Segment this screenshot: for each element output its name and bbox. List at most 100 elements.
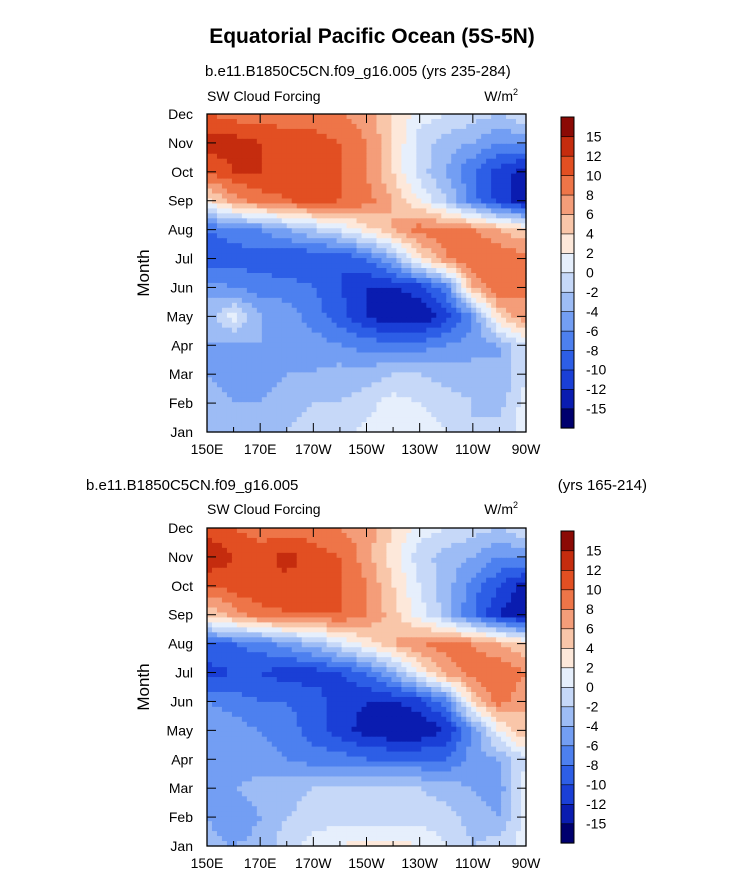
heatmap-cell xyxy=(271,133,278,140)
heatmap-cell xyxy=(281,203,288,210)
heatmap-cell xyxy=(321,567,328,574)
heatmap-cell xyxy=(351,198,358,205)
heatmap-cell xyxy=(231,253,238,259)
heatmap-cell xyxy=(426,582,432,589)
heatmap-cell xyxy=(516,347,522,354)
heatmap-cell xyxy=(321,258,328,264)
heatmap-cell xyxy=(416,248,422,254)
heatmap-cell xyxy=(336,258,343,264)
heatmap-cell xyxy=(471,292,477,299)
heatmap-cell xyxy=(411,163,417,170)
heatmap-cell xyxy=(226,193,233,200)
heatmap-cell xyxy=(436,248,442,254)
heatmap-cell xyxy=(271,402,278,408)
heatmap-cell xyxy=(476,248,482,254)
heatmap-cell xyxy=(256,582,263,589)
heatmap-cell xyxy=(501,123,507,130)
heatmap-cell xyxy=(291,552,298,559)
heatmap-cell xyxy=(426,128,432,135)
heatmap-cell xyxy=(316,417,323,423)
heatmap-cell xyxy=(231,567,238,574)
heatmap-cell xyxy=(376,253,383,259)
heatmap-cell xyxy=(321,208,328,214)
heatmap-cell xyxy=(306,188,313,195)
heatmap-cell xyxy=(411,557,417,564)
heatmap-cell xyxy=(481,317,487,324)
heatmap-cell xyxy=(411,168,417,175)
heatmap-cell xyxy=(281,118,288,125)
heatmap-cell xyxy=(461,148,467,155)
heatmap-cell xyxy=(521,273,527,279)
heatmap-cell xyxy=(511,153,517,160)
heatmap-cell xyxy=(516,352,522,359)
heatmap-cell xyxy=(401,567,407,574)
heatmap-cell xyxy=(261,153,268,160)
heatmap-cell xyxy=(336,557,343,564)
heatmap-cell xyxy=(276,332,283,339)
heatmap-cell xyxy=(356,392,363,398)
heatmap-cell xyxy=(416,188,422,195)
heatmap-cell xyxy=(501,233,507,239)
heatmap-cell xyxy=(207,377,213,383)
heatmap-cell xyxy=(281,183,288,190)
heatmap-cell xyxy=(321,372,328,378)
heatmap-cell xyxy=(286,258,293,264)
heatmap-cell xyxy=(456,537,462,544)
heatmap-cell xyxy=(371,253,378,259)
heatmap-cell xyxy=(326,312,333,319)
heatmap-cell xyxy=(476,163,482,170)
heatmap-cell xyxy=(496,277,502,284)
heatmap-cell xyxy=(271,118,278,125)
heatmap-cell xyxy=(506,577,512,584)
heatmap-cell xyxy=(226,547,233,554)
heatmap-cell xyxy=(341,178,348,185)
heatmap-cell xyxy=(341,417,348,423)
heatmap-cell xyxy=(316,302,323,309)
heatmap-cell xyxy=(241,382,248,388)
heatmap-cell xyxy=(376,178,383,185)
heatmap-cell xyxy=(306,297,313,304)
heatmap-cell xyxy=(371,562,378,569)
heatmap-cell xyxy=(261,312,268,319)
heatmap-cell xyxy=(431,377,437,383)
heatmap-cell xyxy=(516,392,522,398)
heatmap-cell xyxy=(516,243,522,249)
heatmap-cell xyxy=(301,342,308,349)
heatmap-cell xyxy=(341,193,348,200)
heatmap-cell xyxy=(346,148,353,155)
heatmap-cell xyxy=(406,557,412,564)
heatmap-cell xyxy=(406,133,412,140)
heatmap-cell xyxy=(426,392,432,398)
heatmap-cell xyxy=(386,282,393,289)
heatmap-cell xyxy=(271,292,278,299)
heatmap-cell xyxy=(246,183,253,190)
heatmap-cell xyxy=(496,292,502,299)
heatmap-cell xyxy=(391,248,397,254)
heatmap-cell xyxy=(251,337,258,344)
colorbar-bin xyxy=(560,408,575,429)
heatmap-cell xyxy=(271,537,278,544)
heatmap-cell xyxy=(311,228,318,234)
heatmap-cell xyxy=(521,188,527,195)
heatmap-cell xyxy=(471,178,477,185)
heatmap-cell xyxy=(241,178,248,185)
heatmap-cell xyxy=(236,258,243,264)
heatmap-cell xyxy=(361,302,368,309)
heatmap-cell xyxy=(286,417,293,423)
heatmap-cell xyxy=(256,213,263,219)
heatmap-cell xyxy=(251,547,258,554)
heatmap-cell xyxy=(326,248,333,254)
heatmap-cell xyxy=(396,273,402,279)
heatmap-cell xyxy=(416,213,422,219)
heatmap-cell xyxy=(496,158,502,165)
heatmap-cell xyxy=(326,148,333,155)
heatmap-cell xyxy=(491,253,497,259)
heatmap-cell xyxy=(326,317,333,324)
heatmap-cell xyxy=(221,302,228,309)
heatmap-cell xyxy=(316,233,323,239)
heatmap-cell xyxy=(266,138,273,145)
heatmap-cell xyxy=(216,367,223,373)
heatmap-cell xyxy=(386,572,393,579)
heatmap-cell xyxy=(361,163,368,170)
heatmap-cell xyxy=(281,268,288,274)
